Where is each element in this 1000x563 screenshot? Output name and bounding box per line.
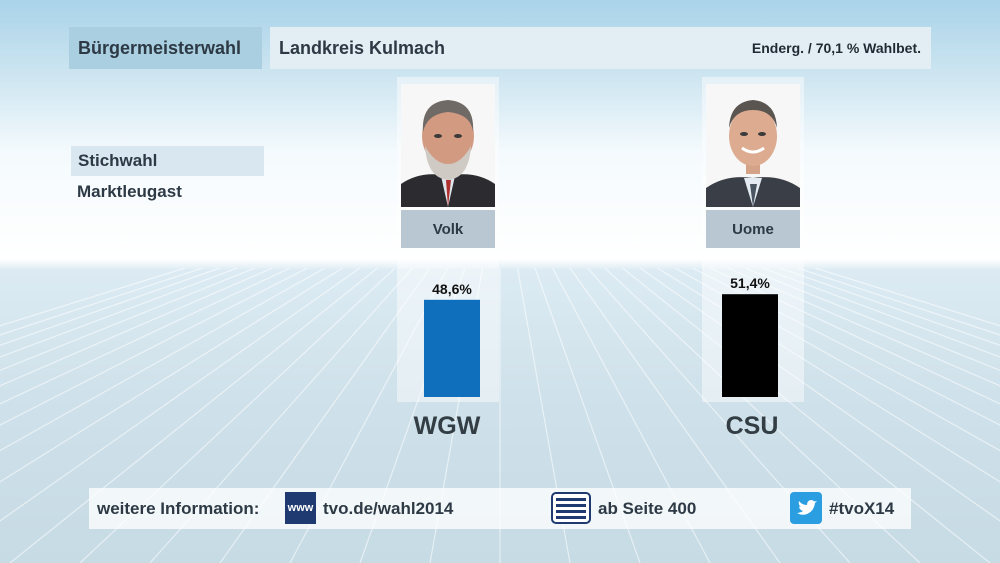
result-bar-uome	[722, 294, 778, 397]
candidate-name-box-uome: Uome	[706, 210, 800, 248]
candidate-photo-uome	[706, 84, 800, 207]
www-icon-text: www	[287, 502, 314, 514]
hashtag-label: #tvoX14	[829, 499, 895, 518]
info-footer: weitere Information: www tvo.de/wahl2014…	[89, 488, 911, 529]
result-bar-volk	[424, 299, 480, 397]
web-link[interactable]: tvo.de/wahl2014	[323, 499, 454, 518]
value-label-volk: 48,6%	[432, 281, 472, 297]
round-box: Stichwahl	[71, 146, 264, 176]
party-label-wgw: WGW	[413, 412, 481, 440]
region-label: Landkreis Kulmach	[279, 38, 446, 58]
candidate-name-uome: Uome	[732, 221, 774, 238]
page-title: Bürgermeisterwahl	[78, 38, 242, 58]
round-label: Stichwahl	[78, 151, 158, 170]
title-box: Bürgermeisterwahl	[69, 27, 262, 69]
party-label-csu: CSU	[725, 412, 779, 440]
www-icon: www	[285, 492, 316, 524]
municipality-label: Marktleugast	[77, 182, 182, 201]
portrait-icon	[401, 84, 495, 207]
candidate-name-box-volk: Volk	[401, 210, 495, 248]
candidate-photo-volk	[401, 84, 495, 207]
candidate-name-volk: Volk	[432, 221, 464, 238]
teletext-label: ab Seite 400	[598, 499, 697, 518]
teletext-icon	[551, 492, 591, 524]
status-label: Enderg. / 70,1 % Wahlbet.	[751, 40, 921, 56]
value-label-uome: 51,4%	[730, 275, 770, 291]
info-label: weitere Information:	[97, 499, 260, 518]
twitter-icon	[790, 492, 822, 524]
region-box: Landkreis Kulmach Enderg. / 70,1 % Wahlb…	[270, 27, 931, 69]
portrait-icon	[706, 84, 800, 207]
